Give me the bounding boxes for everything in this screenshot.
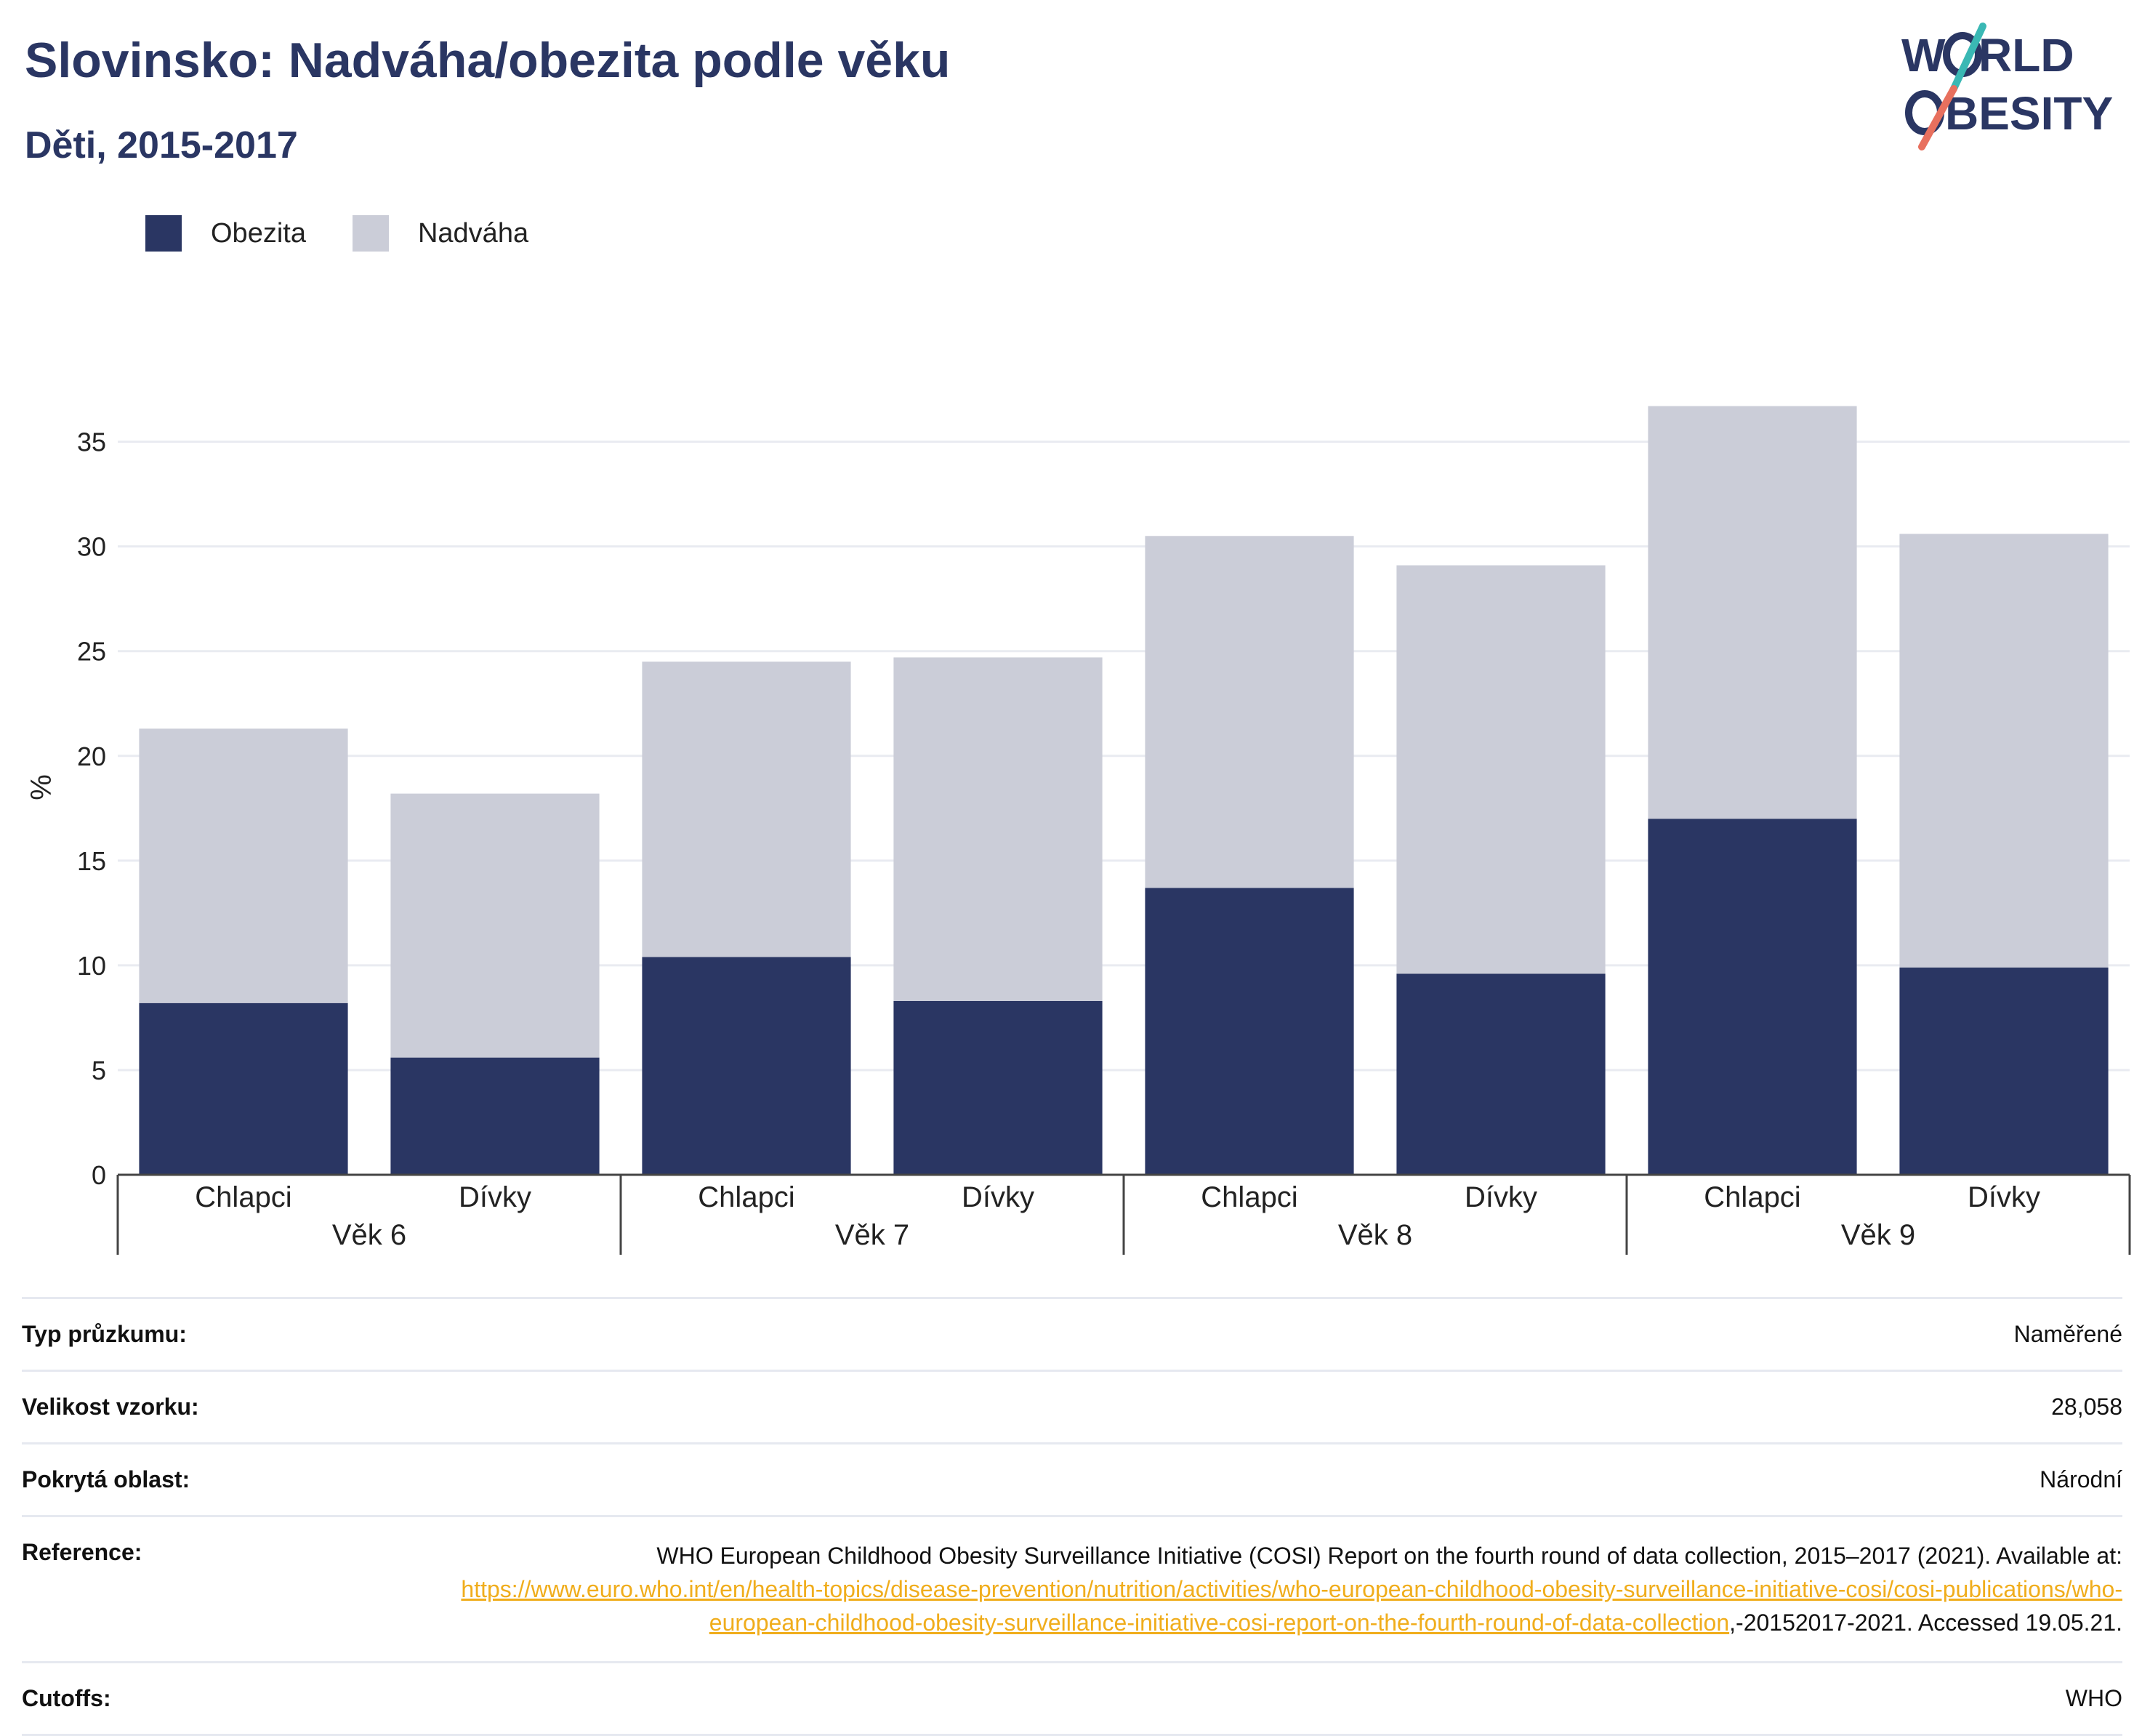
reference-text-end: ,-20152017-2021. Accessed 19.05.21. — [1729, 1610, 2122, 1636]
reference-text: WHO European Childhood Obesity Surveilla… — [656, 1543, 2122, 1569]
bar-obezita — [1648, 819, 1857, 1175]
chart-subtitle: Děti, 2015-2017 — [25, 124, 298, 166]
info-row-sample-size: Velikost vzorku: 28,058 — [22, 1370, 2122, 1442]
info-value: 28,058 — [2051, 1394, 2122, 1420]
legend-item-nadvaha[interactable]: Nadváha — [352, 215, 529, 252]
logo-text-rld: RLD — [1978, 29, 2074, 81]
bar-nadvaha — [1899, 534, 2109, 968]
legend-swatch-nadvaha — [352, 215, 389, 252]
legend-swatch-obezita — [145, 215, 182, 252]
x-tick-label: Dívky — [1968, 1181, 2040, 1213]
y-tick-label: 10 — [77, 951, 106, 981]
chart-title: Slovinsko: Nadváha/obezita podle věku — [25, 33, 951, 88]
group-label: Věk 9 — [1841, 1219, 1915, 1251]
x-tick-label: Chlapci — [1201, 1181, 1297, 1213]
reference-link[interactable]: https://www.euro.who.int/en/health-topic… — [461, 1576, 2122, 1636]
y-tick-label: 15 — [77, 846, 106, 876]
y-tick-label: 30 — [77, 532, 106, 562]
bar-nadvaha — [390, 793, 600, 1058]
x-tick-label: Dívky — [459, 1181, 531, 1213]
bar-chart: 0 5 10 15 20 25 30 35% Chlapci Dívky Chlapci Dívky C… — [25, 406, 2131, 1255]
y-tick-label: 20 — [77, 742, 106, 771]
group-label: Věk 8 — [1338, 1219, 1412, 1251]
bar-obezita — [390, 1057, 600, 1175]
info-label: Velikost vzorku: — [22, 1394, 199, 1420]
info-value: Naměřené — [2013, 1321, 2122, 1347]
info-value: WHO — [2065, 1685, 2122, 1711]
info-row-reference: Reference: WHO European Childhood Obesit… — [22, 1515, 2122, 1661]
y-axis-label: % — [25, 774, 57, 800]
info-label: Pokrytá oblast: — [22, 1466, 190, 1492]
bar-obezita — [893, 1000, 1103, 1175]
bar-nadvaha — [1396, 565, 1606, 974]
logo-text-besity: BESITY — [1945, 87, 2113, 140]
group-label: Věk 7 — [835, 1219, 909, 1251]
legend-label-obezita: Obezita — [211, 217, 306, 249]
bar-nadvaha — [642, 662, 851, 957]
bar-obezita — [642, 957, 851, 1175]
x-tick-label: Dívky — [1465, 1181, 1537, 1213]
info-value: Národní — [2040, 1466, 2122, 1492]
x-tick-label: Chlapci — [1704, 1181, 1800, 1213]
y-tick-label: 5 — [92, 1056, 106, 1085]
info-label: Typ průzkumu: — [22, 1321, 187, 1347]
bar-obezita — [139, 1002, 348, 1175]
world-obesity-logo: W RLD BESITY — [1890, 22, 2137, 153]
legend-item-obezita[interactable]: Obezita — [145, 215, 306, 252]
info-label: Reference: — [22, 1539, 142, 1565]
y-tick-label: 0 — [92, 1160, 106, 1190]
info-row-area: Pokrytá oblast: Národní — [22, 1442, 2122, 1515]
x-tick-label: Chlapci — [698, 1181, 794, 1213]
legend-label-nadvaha: Nadváha — [417, 217, 529, 249]
legend: Obezita Nadváha — [145, 215, 575, 252]
bar-nadvaha — [893, 657, 1103, 1001]
x-tick-label: Dívky — [962, 1181, 1034, 1213]
bar-nadvaha — [1145, 536, 1354, 888]
bar-obezita — [1899, 967, 2109, 1175]
info-table: Typ průzkumu: Naměřené Velikost vzorku: … — [22, 1297, 2122, 1736]
info-row-survey-type: Typ průzkumu: Naměřené — [22, 1297, 2122, 1370]
info-row-cutoffs: Cutoffs: WHO — [22, 1661, 2122, 1736]
info-value: WHO European Childhood Obesity Surveilla… — [451, 1539, 2122, 1639]
y-tick-label: 35 — [77, 427, 106, 457]
y-tick-label: 25 — [77, 637, 106, 667]
bar-nadvaha — [139, 728, 348, 1003]
bar-obezita — [1145, 888, 1354, 1175]
bar-obezita — [1396, 973, 1606, 1175]
logo-text-w: W — [1901, 29, 1946, 81]
info-label: Cutoffs: — [22, 1685, 111, 1711]
bar-nadvaha — [1648, 406, 1857, 819]
group-label: Věk 6 — [332, 1219, 406, 1251]
x-tick-label: Chlapci — [195, 1181, 291, 1213]
